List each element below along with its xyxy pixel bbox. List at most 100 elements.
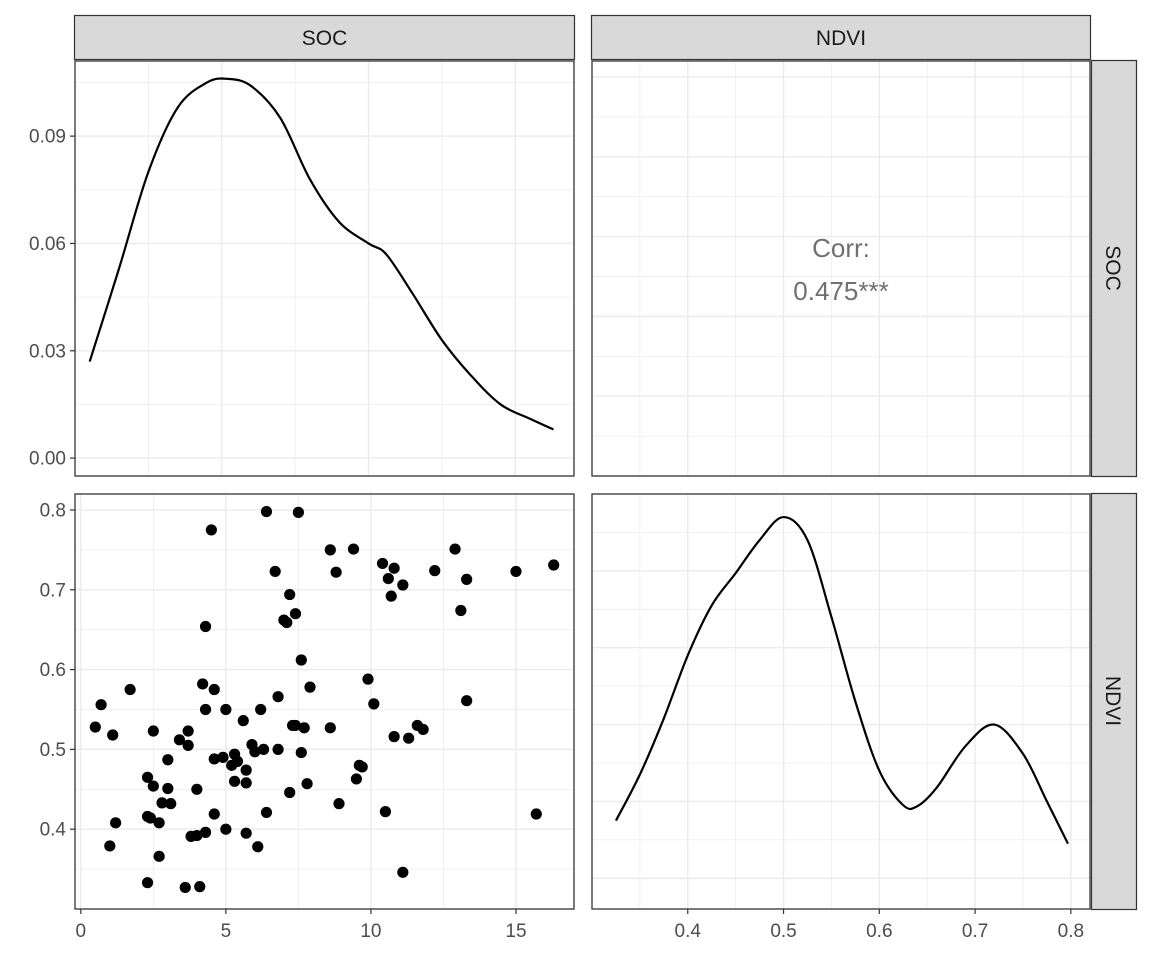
scatter-point: [240, 764, 252, 776]
ndvi-density-x-tick-label: 0.5: [770, 921, 796, 942]
scatter-point: [217, 751, 229, 763]
scatter-point: [199, 826, 212, 838]
scatter-point: [237, 715, 249, 727]
scatter-point: [191, 829, 203, 842]
scatter-point: [144, 812, 157, 824]
strip-row-soc: [1090, 59, 1138, 478]
scatter-point: [197, 678, 209, 690]
scatter-point: [208, 753, 220, 765]
scatter-point: [510, 565, 522, 578]
scatter-point: [255, 703, 267, 716]
scatter-point: [289, 608, 302, 620]
scatter-point: [208, 808, 220, 820]
scatter-point: [295, 746, 307, 759]
scatter-point: [301, 778, 313, 790]
ndvi-density-line: [614, 515, 1069, 845]
panel-ndvi-ndvi-frame: [591, 493, 1091, 910]
scatter-point: [356, 761, 368, 773]
scatter-point: [382, 572, 394, 585]
scatter-point: [173, 734, 186, 746]
scatter-point: [548, 559, 560, 571]
soc-density-y-tick-label: 0.03: [29, 341, 66, 362]
strip-col-ndvi-label: NDVI: [816, 27, 866, 50]
scatter-point: [220, 703, 232, 716]
scatter-point: [110, 817, 122, 829]
scatter-point: [153, 850, 165, 862]
scatter-point: [231, 755, 244, 767]
scatter-point: [153, 817, 165, 829]
scatter-y-tick-label: 0.7: [40, 580, 66, 601]
scatter-point: [324, 722, 336, 734]
ndvi-density-x-tick-label: 0.8: [1058, 921, 1084, 942]
scatter-point: [228, 775, 241, 787]
scatter-point: [429, 565, 441, 577]
scatter-point: [252, 841, 264, 853]
scatter-point: [95, 699, 107, 711]
ndvi-density-x-tick-label: 0.4: [675, 921, 702, 942]
grid-layer: [75, 61, 1090, 909]
scatter-point: [269, 565, 281, 578]
scatter-point: [333, 798, 345, 810]
scatter-point: [199, 703, 212, 716]
ndvi-density-x-tick-label: 0.7: [962, 921, 988, 942]
scatter-y-tick-label: 0.4: [40, 820, 67, 841]
scatter-point: [240, 777, 252, 789]
scatter-point: [260, 505, 273, 518]
corr-label: Corr:: [812, 233, 870, 263]
scatter-point: [107, 729, 119, 741]
scatter-point: [124, 683, 136, 696]
scatter-point: [289, 719, 302, 732]
soc-density-y-tick-label: 0.06: [29, 234, 66, 255]
scatter-point: [281, 616, 293, 629]
scatter-y-tick-label: 0.6: [40, 660, 66, 681]
scatter-point: [89, 721, 101, 733]
soc-density-line: [88, 77, 554, 431]
scatter-point: [397, 866, 409, 878]
strip-col-soc: [73, 14, 576, 61]
marks-layer: [88, 77, 1069, 894]
scatter-point: [295, 654, 307, 666]
scatter-point: [272, 743, 284, 755]
scatter-point: [330, 566, 342, 578]
scatter-point: [324, 544, 336, 556]
scatter-point: [304, 681, 316, 693]
scatter-x-tick-label: 15: [505, 921, 526, 942]
panel-soc-soc-frame: [74, 60, 575, 477]
scatter-y-tick-label: 0.8: [40, 500, 66, 521]
scatter-point: [284, 786, 296, 799]
scatter-point: [376, 557, 389, 570]
scatter-point: [208, 683, 220, 696]
scatter-point: [385, 590, 397, 602]
scatter-point: [220, 823, 232, 835]
scatter-point: [141, 877, 154, 889]
scatter-point: [379, 806, 392, 818]
scatter-point: [388, 562, 400, 574]
scatter-y-tick-label: 0.5: [40, 740, 66, 761]
scatter-point: [272, 691, 284, 703]
scatter-point: [205, 524, 217, 536]
scatter-point: [141, 771, 154, 783]
scatter-point: [104, 840, 116, 852]
panel-ndvi-soc-frame: [74, 493, 575, 910]
scatter-point: [350, 773, 363, 785]
strip-row-soc-label: SOC: [1101, 245, 1124, 291]
scatter-point: [397, 579, 409, 591]
strip-col-ndvi: [590, 14, 1092, 61]
scatter-point: [156, 797, 168, 809]
scatter-point: [284, 588, 296, 601]
scatter-point: [362, 673, 374, 685]
ndvi-density-x-tick-label: 0.6: [866, 921, 892, 942]
scatter-point: [449, 543, 461, 555]
scatter-point: [368, 698, 380, 710]
scatter-point: [182, 739, 194, 751]
scatter-point: [403, 732, 415, 744]
scatter-point: [530, 808, 542, 820]
scatter-point: [240, 827, 252, 839]
scatter-point: [165, 798, 177, 810]
scatter-point: [147, 780, 159, 792]
scatter-point: [417, 723, 429, 736]
strip-col-soc-label: SOC: [302, 27, 348, 50]
scatter-point: [292, 506, 304, 518]
soc-density-y-tick-label: 0.00: [29, 449, 66, 470]
scatter-x-tick-label: 0: [76, 921, 87, 942]
